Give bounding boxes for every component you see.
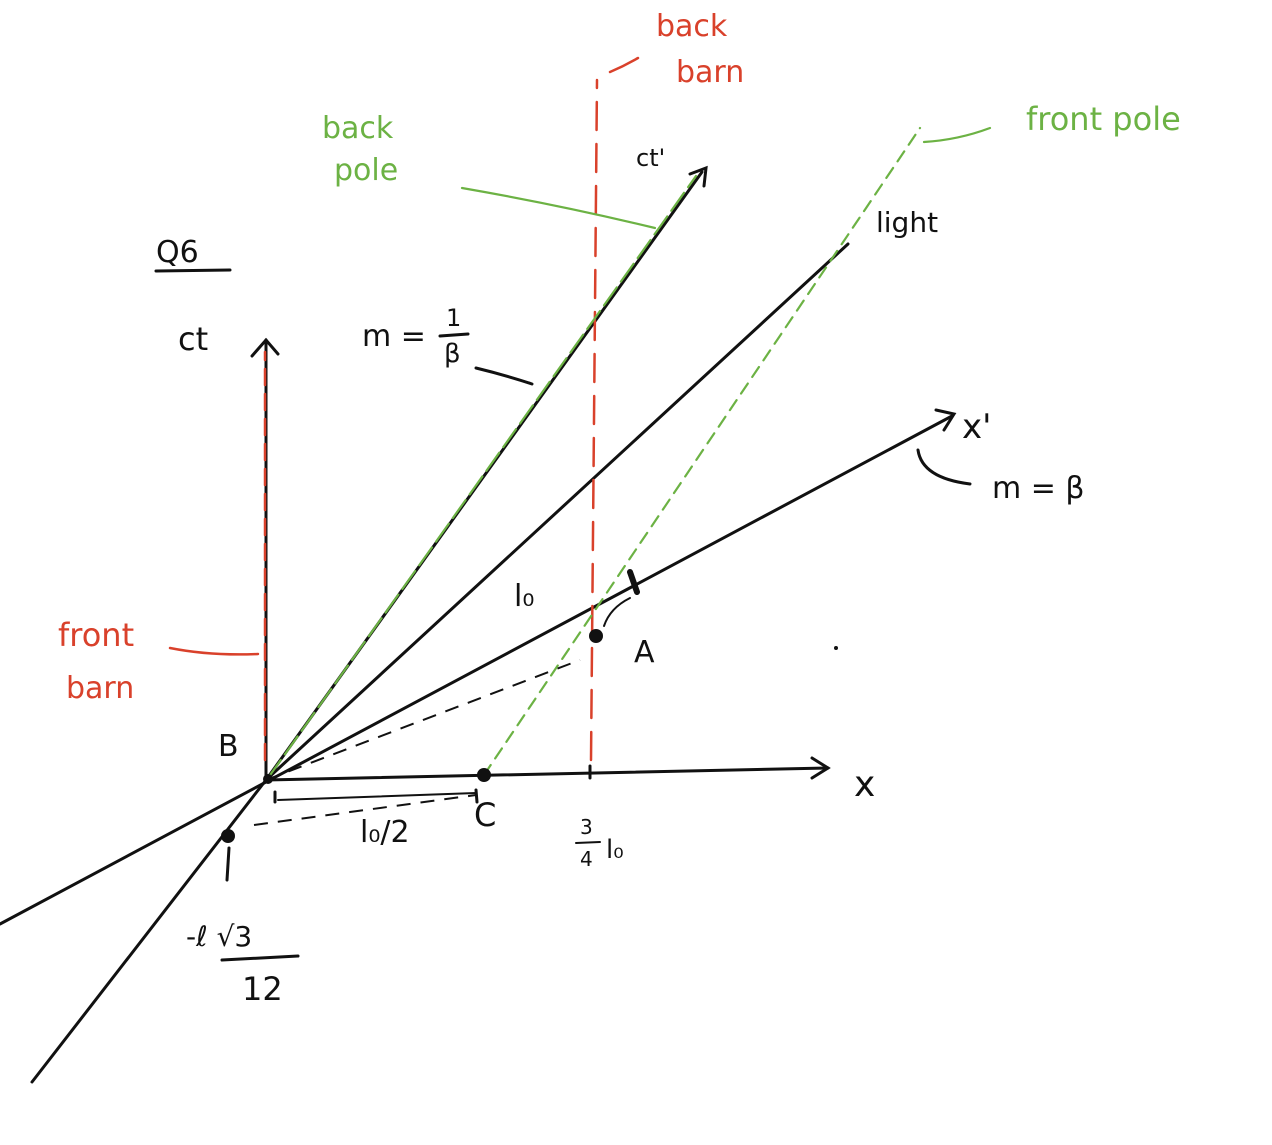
front-pole-label: front pole [1026, 100, 1181, 138]
x-prime-l0-tick [627, 569, 640, 595]
stray-mark [834, 646, 838, 650]
point-a [589, 629, 603, 643]
dashed-line-neg-c [253, 794, 477, 826]
x-axis [264, 766, 830, 782]
negative-time-denominator: 12 [242, 970, 283, 1008]
x-prime-axis-arrowhead [934, 408, 957, 432]
axes [0, 165, 972, 1084]
point-c-label: C [474, 796, 496, 834]
x-prime-axis [0, 414, 954, 926]
back-pole-label-line1: back [322, 111, 394, 146]
point-c [477, 768, 491, 782]
three-quarter-fraction-bar [575, 841, 601, 844]
l0-label: l₀ [514, 579, 534, 614]
pole-worldlines [266, 126, 992, 780]
point-b [263, 774, 273, 784]
x-prime-slope-label: m = β [992, 471, 1085, 506]
c-tick [474, 788, 479, 804]
back-pole-pointer [460, 186, 657, 230]
point-a-label: A [634, 635, 655, 670]
light-line [264, 242, 850, 782]
front-barn-label-line2: barn [66, 671, 134, 706]
ct-prime-axis-arrowhead [688, 165, 708, 188]
ct-axis-label: ct [178, 320, 208, 358]
back-pole-worldline [266, 174, 698, 780]
three-quarter-denominator: 4 [580, 847, 593, 871]
dashed-line-b-a [265, 659, 581, 781]
front-pole-pointer [922, 126, 992, 144]
ct-prime-slope-m: m = [362, 319, 426, 354]
ct-prime-axis-label: ct' [636, 144, 665, 172]
ct-prime-slope-numerator: 1 [446, 304, 461, 332]
back-barn-label-line1: back [656, 9, 728, 44]
back-barn-pointer [608, 56, 640, 74]
back-barn-label-line2: barn [676, 55, 744, 90]
event-points [221, 629, 838, 843]
ct-prime-slope-denominator: β [444, 339, 461, 369]
negative-time-numerator: -ℓ √3 [186, 920, 252, 953]
question-label: Q6 [156, 235, 199, 270]
x-axis-label: x [854, 764, 875, 805]
neg-fraction-bar [220, 954, 300, 962]
back-pole-label-line2: pole [334, 153, 398, 188]
point-a-pointer [603, 597, 631, 627]
point-b-label: B [218, 729, 239, 764]
x-prime-slope-pointer [916, 448, 972, 486]
front-barn-pointer [168, 646, 260, 656]
three-quarter-l0: l₀ [606, 835, 624, 865]
three-quarter-numerator: 3 [580, 815, 593, 839]
l0-half-bracket [277, 792, 477, 801]
light-line-label: light [876, 206, 938, 239]
front-pole-worldline [482, 126, 922, 777]
ct-prime-slope-pointer [474, 366, 534, 386]
x-axis-arrowhead [810, 756, 831, 780]
front-barn-label-line1: front [58, 616, 134, 654]
back-barn-worldline [589, 78, 599, 762]
ct-prime-fraction-bar [438, 332, 470, 338]
barn-worldlines [168, 56, 640, 762]
point-neg [221, 829, 235, 843]
simultaneity-lines [253, 659, 581, 826]
ct-axis-arrowhead [250, 337, 280, 358]
question-underline [154, 268, 232, 273]
l0-half-label: l₀/2 [360, 815, 410, 850]
x-prime-axis-label: x' [962, 407, 991, 447]
neg-tick [225, 846, 231, 882]
